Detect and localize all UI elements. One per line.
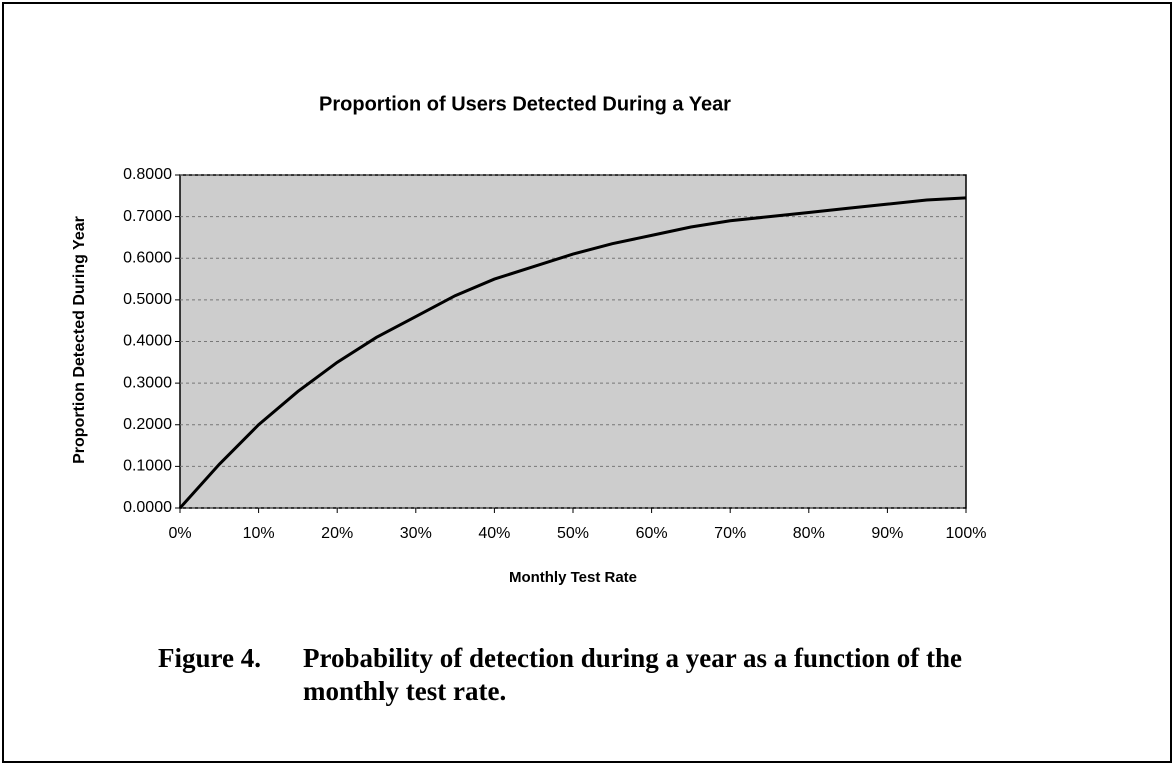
y-tick-label: 0.5000 xyxy=(123,291,172,308)
caption-label: Figure 4. xyxy=(158,643,261,673)
y-tick-label: 0.8000 xyxy=(123,166,172,183)
line xyxy=(178,196,967,510)
x-axis-label: Monthly Test Rate xyxy=(509,569,637,586)
caption-line: Probability of detection during a year a… xyxy=(303,643,962,673)
x-tick-label: 0% xyxy=(168,525,191,542)
y-tick-label: 0.4000 xyxy=(123,333,172,350)
caption-line: monthly test rate. xyxy=(303,676,506,706)
y-tick-label: 0.6000 xyxy=(123,249,172,266)
x-tick-label: 70% xyxy=(714,525,746,542)
x-tick-label: 20% xyxy=(321,525,353,542)
x-tick-label: 90% xyxy=(871,525,903,542)
x-tick-label: 100% xyxy=(946,525,987,542)
y-tick-label: 0.3000 xyxy=(123,374,172,391)
x-tick-label: 60% xyxy=(636,525,668,542)
y-tick-label: 0.0000 xyxy=(123,499,172,516)
x-tick-label: 50% xyxy=(557,525,589,542)
x-tick-label: 30% xyxy=(400,525,432,542)
x-tick-label: 40% xyxy=(478,525,510,542)
y-axis-label: Proportion Detected During Year xyxy=(71,216,88,464)
chart-title: Proportion of Users Detected During a Ye… xyxy=(319,93,731,115)
y-tick-label: 0.2000 xyxy=(123,416,172,433)
y-tick-label: 0.1000 xyxy=(123,458,172,475)
y-tick-label: 0.7000 xyxy=(123,208,172,225)
x-tick-label: 80% xyxy=(793,525,825,542)
x-tick-label: 10% xyxy=(243,525,275,542)
